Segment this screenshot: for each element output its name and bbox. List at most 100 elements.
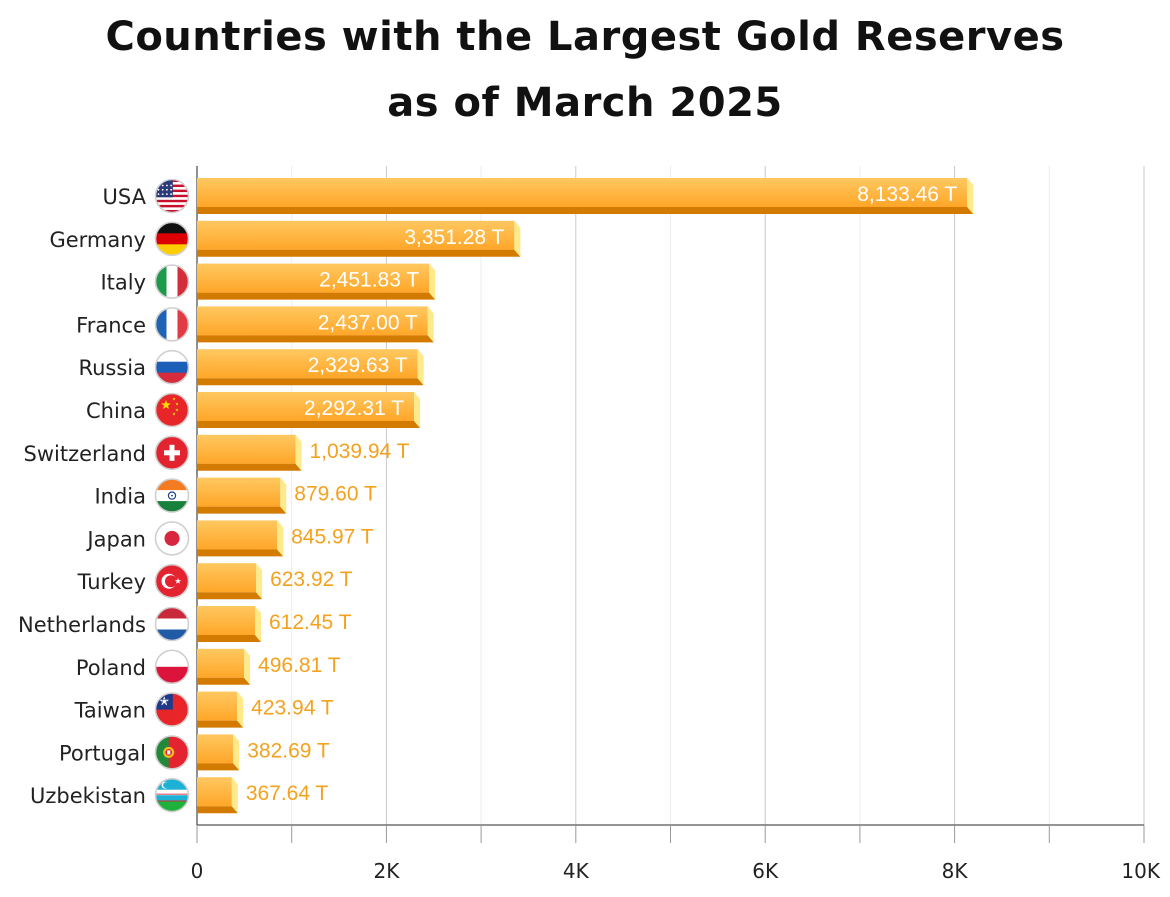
taiwan-flag-icon [155,693,189,727]
bar-bottom-face [197,506,287,514]
bar-end-face [414,392,421,428]
value-label: 2,329.63 T [308,354,408,377]
france-flag-icon-ring [154,307,190,342]
category-label: Uzbekistan [30,784,146,808]
bar-end-face [237,691,244,728]
category-label: India [94,485,146,509]
bar-face [197,563,257,593]
bar-bottom-face [197,463,302,471]
italy-flag-icon-ring [154,264,190,299]
x-tick-label: 2K [373,859,400,883]
china-flag-icon [155,393,189,427]
bar-germany [197,220,521,257]
bar-netherlands [197,606,261,642]
portugal-flag-icon [155,735,189,769]
bar-end-face [429,263,436,300]
category-label: USA [103,185,147,209]
value-label: 367.64 T [246,782,329,805]
bar-uzbekistan [197,777,238,814]
bar-bottom-face [197,249,521,257]
bar-end-face [280,477,287,514]
bar-face [197,392,415,421]
turkey-flag-icon-ring [154,563,190,599]
bar-end-face [233,734,240,771]
bar-face [197,349,418,379]
bar-bottom-face [197,378,424,386]
x-tick-label: 6K [752,859,779,883]
germany-flag-icon [155,222,189,256]
bar-end-face [417,349,424,386]
bar-bottom-face [197,335,434,343]
category-label: Russia [78,356,146,380]
value-label: 2,451.83 T [319,269,419,292]
bar-bottom-face [197,549,284,557]
netherlands-flag-icon-ring [154,606,190,642]
bar-china [197,392,421,428]
category-label: China [86,399,146,423]
bar-russia [197,349,424,386]
value-label: 382.69 T [247,739,330,762]
bar-france [197,306,434,343]
category-label: Switzerland [24,442,147,466]
bar-bottom-face [197,207,974,214]
chart-title-line-2: as of March 2025 [387,80,783,126]
usa-flag-icon-ring [154,178,190,214]
portugal-flag-icon-ring [154,735,190,770]
category-label: Germany [49,228,146,252]
bar-bottom-face [197,763,240,771]
grid-lines [291,166,1145,825]
category-label: Taiwan [74,699,146,723]
germany-flag-icon-ring [154,221,190,257]
bar-bottom-face [197,677,251,685]
india-flag-icon [155,479,189,513]
x-tick-label: 4K [563,859,590,883]
bar-end-face [244,648,251,685]
category-label: Italy [100,271,146,295]
poland-flag-icon-ring [154,649,190,685]
bar-bottom-face [197,806,238,814]
india-flag-icon-ring [154,478,190,513]
bar-italy [197,263,436,300]
category-label: Netherlands [18,613,146,637]
switzerland-flag-icon [155,436,189,470]
bar-japan [197,520,284,557]
bar-turkey [197,563,263,600]
value-label: 612.45 T [269,611,352,634]
bar-bottom-face [197,292,436,300]
bar-face [197,477,281,507]
bar-end-face [231,777,238,814]
bar-end-face [427,306,434,343]
usa-flag-icon [155,179,189,213]
value-label: 2,437.00 T [318,311,418,334]
france-flag-icon [155,307,189,341]
value-label: 3,351.28 T [404,226,504,249]
bar-india [197,477,287,514]
bar-end-face [514,220,521,257]
bar-poland [197,648,251,685]
chart-title-line-1: Countries with the Largest Gold Reserves [105,14,1065,60]
bar-face [197,648,245,678]
china-flag-icon-ring [154,392,190,428]
bar-face [197,220,515,250]
value-label: 8,133.46 T [857,183,957,206]
category-label: Poland [76,656,146,680]
uzbekistan-flag-icon-ring [154,777,190,813]
bar-end-face [967,178,974,214]
bar-face [197,606,255,635]
bar-face [197,734,234,764]
x-tick-label: 8K [942,859,969,883]
bar-bottom-face [197,592,263,600]
bar-bottom-face [197,635,261,642]
russia-flag-icon-ring [154,349,190,385]
turkey-flag-icon [155,564,189,598]
value-label: 879.60 T [294,483,377,506]
value-label: 423.94 T [251,697,334,720]
japan-flag-icon-ring [154,521,190,556]
bar-face [197,434,296,464]
bar-face [197,306,428,336]
uzbekistan-flag-icon [155,778,189,812]
bar-end-face [277,520,284,557]
x-tick-label: 10K [1121,859,1160,883]
